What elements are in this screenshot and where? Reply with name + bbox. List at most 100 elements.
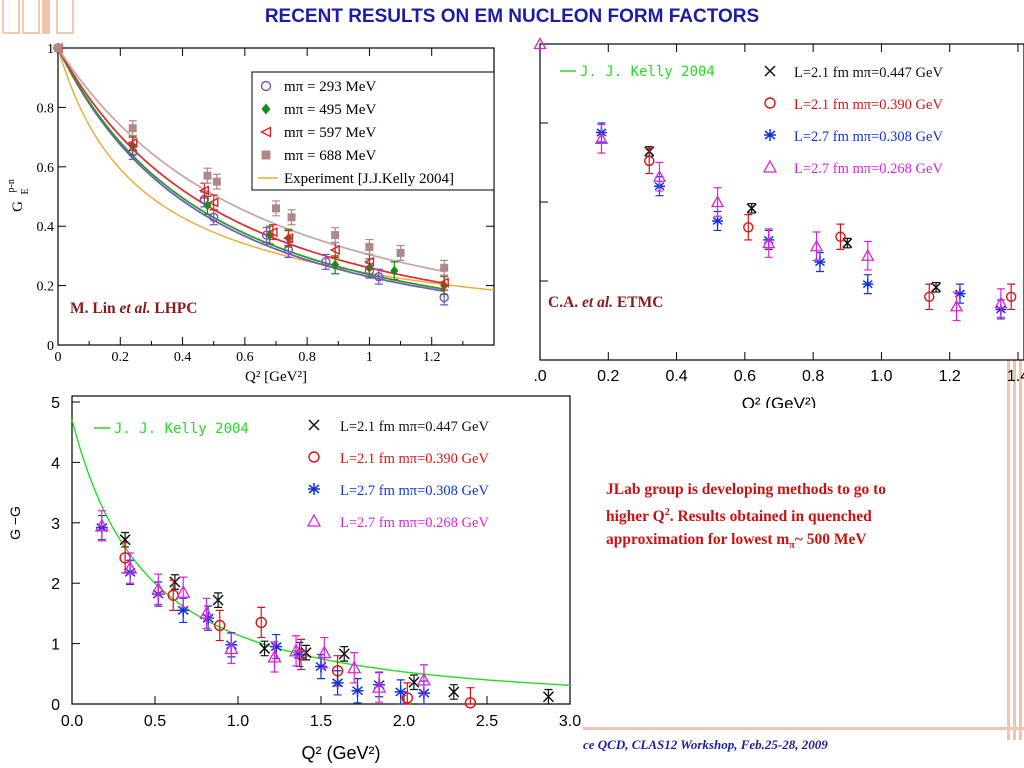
- error-bar: [836, 223, 845, 250]
- y-tick-label: 5: [51, 395, 60, 412]
- data-point: [994, 296, 1008, 309]
- data-point: [1005, 291, 1017, 302]
- decor-box: [56, 0, 74, 34]
- data-point: [363, 256, 375, 267]
- legend-marker: [762, 159, 778, 173]
- x-tick-label: 0.8: [802, 368, 824, 385]
- data-point: [331, 676, 344, 689]
- legend-label: mπ = 597 MeV: [284, 125, 376, 141]
- error-bar: [321, 253, 330, 270]
- legend-label: L=2.7 fm mπ=0.268 GeV: [794, 161, 943, 177]
- y-tick-label: 3: [51, 516, 60, 533]
- fit-curve: [57, 47, 445, 290]
- data-point: [408, 676, 420, 688]
- y-tick-label: 1: [51, 637, 60, 654]
- error-bar: [179, 576, 188, 608]
- data-point: [712, 215, 724, 227]
- fit-curve: [57, 47, 445, 292]
- y-axis-sub: E: [20, 188, 31, 194]
- y-axis-sup: p-n: [6, 179, 17, 192]
- error-bar: [292, 635, 301, 667]
- chart-etmc: .0 0.2 0.4 0.6 0.8 1.0 1.2 1.4 Q² (GeV²) J. J. Ke…: [510, 36, 1024, 408]
- group-label-name: C.A.: [548, 294, 582, 311]
- error-bar: [863, 240, 872, 271]
- y-axis-label: G −G: [7, 506, 23, 540]
- data-point: [809, 239, 824, 252]
- data-point: [652, 169, 667, 182]
- decor-stripes: [1006, 300, 1024, 740]
- data-point: [287, 213, 296, 222]
- y-axis-label: G: [10, 201, 26, 212]
- x-axis-label: Q² [GeV²]: [245, 369, 307, 385]
- fit-curve: [57, 47, 445, 285]
- legend-label: Experiment [J.J.Kelly 2004]: [284, 171, 454, 187]
- note-text: JLab group is developing methods to go t…: [606, 478, 986, 557]
- x-tick-label: 0.8: [298, 350, 316, 365]
- error-bar: [268, 224, 277, 241]
- group-label-etal: et al.: [120, 300, 151, 317]
- legend-marker: [261, 103, 271, 115]
- data-point: [396, 248, 405, 257]
- data-point: [394, 685, 407, 698]
- x-tick-label: 0.0: [61, 713, 83, 730]
- data-point: [438, 277, 449, 288]
- data-point: [710, 195, 725, 208]
- data-point: [861, 248, 875, 261]
- x-tick-label: 0: [55, 350, 62, 365]
- y-tick-label: 4: [51, 455, 60, 472]
- data-point: [169, 576, 181, 588]
- group-label-group: LHPC: [151, 300, 198, 317]
- legend-marker: [259, 126, 272, 138]
- x-tick-label: 0.5: [144, 713, 166, 730]
- data-point: [416, 672, 432, 686]
- data-point: [329, 244, 340, 256]
- y-tick-label: 0: [47, 339, 54, 354]
- error-bar: [375, 671, 384, 703]
- x-tick-label: 1.2: [423, 350, 441, 365]
- slide-title: RECENT RESULTS ON EM NUCLEON FORM FACTOR…: [264, 6, 760, 27]
- legend-label: L=2.1 fm mπ=0.447 GeV: [340, 419, 489, 435]
- x-tick-label: 1.5: [310, 713, 332, 730]
- error-bar: [257, 606, 266, 639]
- error-bar: [713, 187, 722, 217]
- fit-curve: [57, 47, 445, 273]
- chart-lhpc: 0 0.2 0.4 0.6 0.8 1 1.2 0 0.2 0.4 0.6 0.8 1 Q² [GeV²]…: [6, 42, 495, 385]
- error-bar: [126, 552, 135, 584]
- y-tick-label: 0.2: [37, 280, 55, 295]
- data-point: [203, 171, 212, 180]
- x-tick-label: 0.2: [597, 368, 619, 385]
- legend-label: mπ = 293 MeV: [284, 79, 376, 95]
- error-bar: [655, 161, 664, 192]
- error-bar: [925, 283, 934, 311]
- error-bar: [209, 194, 218, 211]
- legend-label: mπ = 688 MeV: [284, 148, 376, 164]
- x-tick-label: .0: [533, 368, 546, 385]
- legend-label: J. J. Kelly 2004: [114, 421, 249, 437]
- data-point: [372, 679, 387, 693]
- data-point: [464, 697, 477, 709]
- group-label: M. Lin et al. LHPC: [70, 300, 197, 317]
- note-line3b: ~ 500 MeV: [794, 531, 867, 549]
- data-point: [94, 518, 109, 532]
- data-point: [835, 231, 846, 242]
- x-tick-label: 0.4: [174, 350, 192, 365]
- data-point: [542, 691, 554, 703]
- x-tick-label: 1.2: [939, 368, 961, 385]
- data-point: [293, 648, 306, 661]
- error-bar: [154, 573, 163, 605]
- x-tick-label: 0.6: [734, 368, 756, 385]
- error-bar: [215, 609, 224, 642]
- data-point: [954, 288, 966, 300]
- data-point: [176, 584, 191, 598]
- y-tick-label: 0.8: [37, 101, 55, 116]
- x-tick-label: 2.0: [393, 713, 415, 730]
- footer-text: ce QCD, CLAS12 Workshop, Feb.25-28, 2009: [583, 737, 828, 752]
- data-point: [365, 242, 374, 251]
- data-point: [331, 259, 340, 270]
- error-bar: [744, 214, 753, 241]
- data-point: [743, 222, 754, 233]
- data-point: [374, 271, 384, 282]
- x-tick-label: 1: [366, 350, 373, 365]
- chart-magnetic: 0.0 0.5 1.0 1.5 2.0 2.5 3.0 0 1 2 3 4 5 Q² (GeV²) G −G…: [7, 395, 581, 763]
- decor-box: [22, 0, 40, 34]
